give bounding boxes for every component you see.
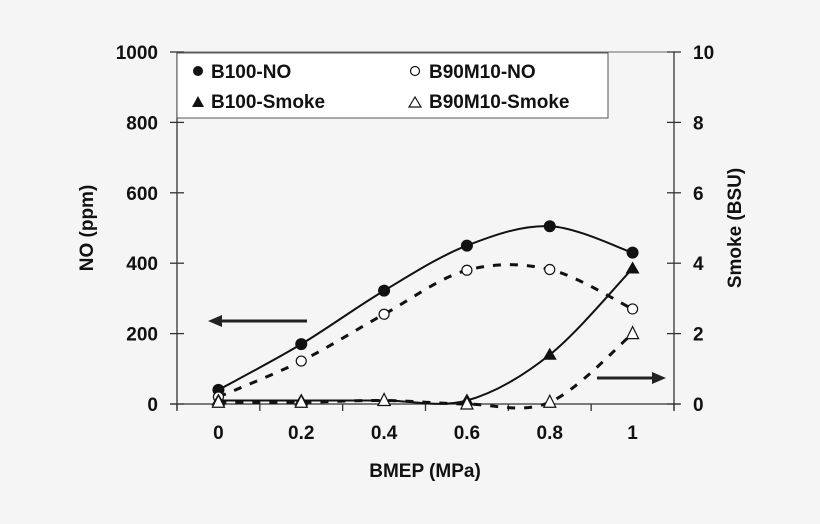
x-tick-label: 1 — [627, 423, 638, 444]
x-tick-label: 0 — [213, 423, 224, 444]
open-circle-icon — [409, 65, 421, 77]
x-tick-label: 0.2 — [288, 423, 314, 444]
open-triangle-marker-icon — [459, 395, 474, 410]
y-axis-title: NO (ppm) — [77, 185, 98, 272]
filled-triangle-marker-icon — [542, 347, 557, 360]
open-circle-marker-icon — [626, 303, 639, 315]
legend-item-b100-no: B100-NO — [193, 62, 291, 83]
open-circle-marker-icon — [544, 263, 556, 276]
y2-tick-label: 10 — [693, 43, 714, 64]
x-tick-label: 0.8 — [537, 423, 563, 444]
open-triangle-marker-icon — [542, 393, 557, 408]
open-circle-marker-icon — [378, 308, 390, 320]
open-triangle-marker-icon — [294, 393, 309, 408]
filled-circle-marker-icon — [378, 284, 391, 297]
legend-label: B100-Smoke — [211, 92, 325, 113]
right-axis-arrow — [597, 372, 666, 384]
y2-tick-label: 4 — [693, 254, 704, 275]
y-tick-label: 600 — [126, 184, 158, 205]
x-tick-label: 0.4 — [371, 423, 398, 444]
legend-label: B90M10-Smoke — [429, 92, 569, 113]
left-axis-arrow — [208, 315, 307, 327]
series-lines — [217, 225, 634, 410]
legend-item-b100-smoke: B100-Smoke — [192, 92, 325, 113]
b90m10-no-line — [217, 263, 634, 399]
legend-box — [176, 52, 609, 119]
b100-smoke-line — [218, 267, 634, 405]
legend-item-b90m10-smoke: B90M10-Smoke — [407, 92, 569, 113]
left-axis-ticks: 0 200 400 600 800 1000 — [116, 43, 184, 416]
open-circle-marker-icon — [295, 355, 307, 367]
series-markers — [211, 220, 640, 410]
b100-no-line — [217, 225, 633, 391]
open-triangle-icon — [407, 95, 423, 108]
y-tick-label: 0 — [147, 395, 158, 416]
x-axis-ticks: 0 0.2 0.4 0.6 0.8 1 — [176, 404, 675, 444]
y2-axis-title: Smoke (BSU) — [725, 168, 746, 288]
y-tick-label: 1000 — [116, 43, 158, 64]
y2-tick-label: 0 — [693, 395, 704, 416]
legend-label: B90M10-NO — [429, 62, 536, 83]
b90m10-smoke-line — [218, 332, 634, 410]
y-tick-label: 200 — [126, 325, 158, 346]
filled-circle-marker-icon — [295, 338, 308, 351]
filled-circle-marker-icon — [460, 239, 473, 252]
legend-label: B100-NO — [211, 62, 291, 83]
open-triangle-marker-icon — [625, 325, 640, 340]
legend-item-b90m10-no: B90M10-NO — [409, 62, 536, 83]
right-axis-ticks: 0 2 4 6 8 10 — [667, 43, 714, 416]
filled-circle-marker-icon — [626, 246, 639, 259]
x-axis-title: BMEP (MPa) — [369, 461, 481, 482]
open-triangle-marker-icon — [377, 392, 392, 407]
y2-tick-label: 2 — [693, 325, 704, 346]
filled-triangle-icon — [192, 96, 204, 107]
x-tick-label: 0.6 — [454, 423, 480, 444]
filled-circle-marker-icon — [543, 220, 556, 233]
filled-circle-icon — [193, 66, 203, 76]
open-triangle-marker-icon — [211, 393, 226, 408]
open-circle-marker-icon — [461, 264, 473, 276]
y2-tick-label: 6 — [693, 184, 704, 205]
y-tick-label: 400 — [126, 254, 158, 275]
filled-triangle-marker-icon — [625, 261, 640, 274]
y2-tick-label: 8 — [693, 113, 704, 134]
legend: B100-NO B90M10-NO B100-Smoke B90M10-Smok… — [176, 52, 609, 119]
y-tick-label: 800 — [126, 113, 158, 134]
